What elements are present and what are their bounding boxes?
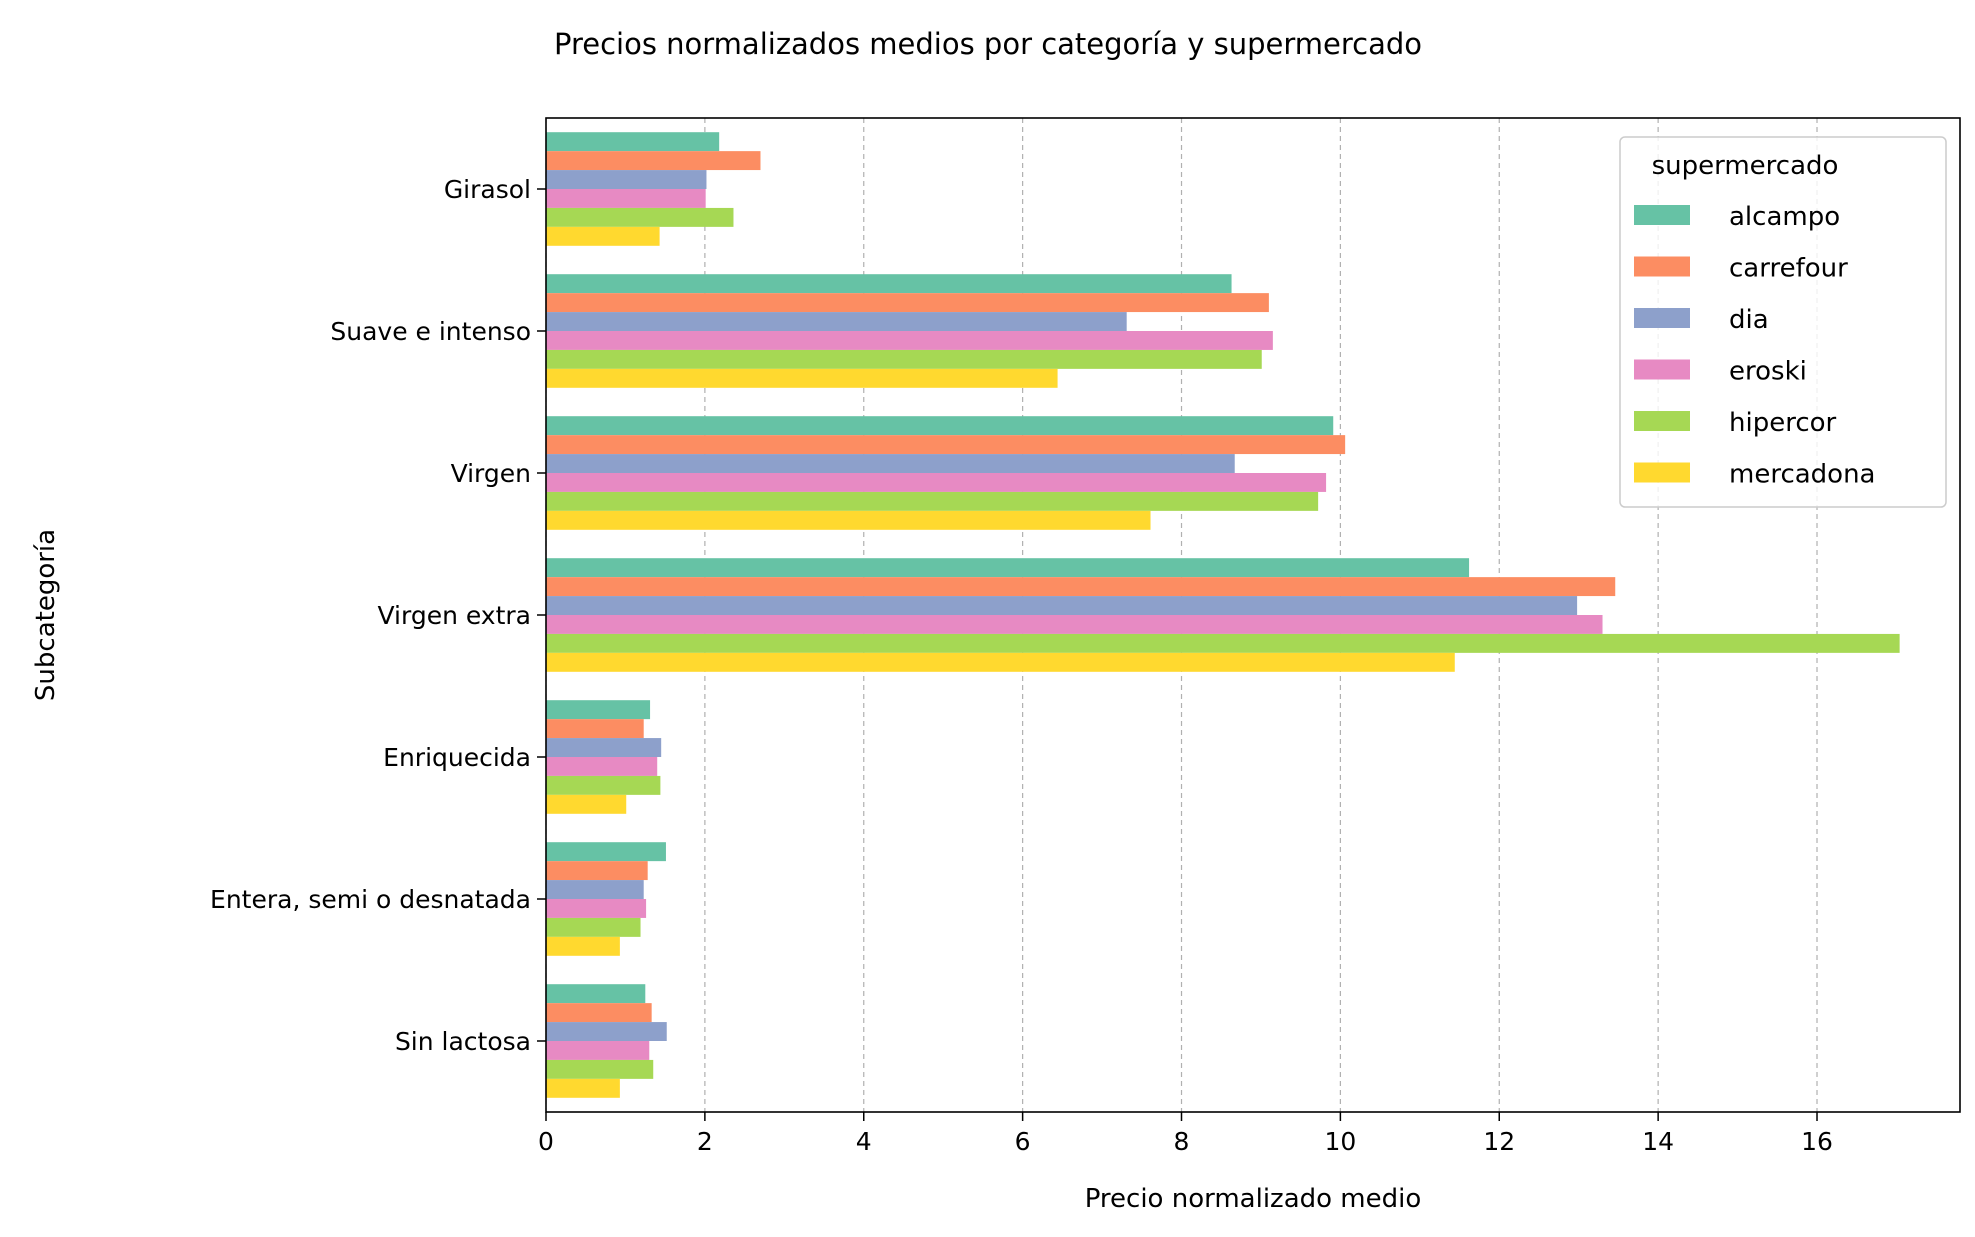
bar-alcampo-6: [546, 842, 666, 862]
legend-swatch-alcampo: [1634, 205, 1690, 225]
bar-carrefour-6: [546, 861, 648, 881]
bar-carrefour-5: [546, 719, 644, 739]
bar-mercadona-4: [546, 652, 1455, 672]
chart-title: Precios normalizados medios por categorí…: [554, 27, 1422, 61]
y-tick-label: Entera, semi o desnatada: [210, 885, 531, 914]
y-tick-label: Virgen extra: [377, 601, 531, 630]
bar-carrefour-3: [546, 435, 1346, 455]
bar-carrefour-7: [546, 1003, 652, 1023]
bar-hipercor-3: [546, 491, 1319, 511]
bar-mercadona-2: [546, 368, 1058, 388]
legend-label-eroski: eroski: [1729, 357, 1807, 387]
legend-items: alcampo carrefour dia eroski hipercor mercado…: [1634, 202, 1876, 490]
bar-alcampo-4: [546, 558, 1470, 578]
bar-alcampo-5: [546, 700, 651, 720]
bar-alcampo-7: [546, 984, 646, 1004]
bar-eroski-4: [546, 615, 1603, 634]
bar-hipercor-6: [546, 917, 641, 937]
x-tick-label: 2: [697, 1127, 713, 1156]
y-tick-label: Enriquecida: [383, 743, 531, 772]
y-tick-label: Girasol: [444, 175, 531, 204]
y-tick-label: Virgen: [451, 459, 531, 488]
x-tick-label: 4: [856, 1127, 872, 1156]
bar-dia-3: [546, 454, 1235, 473]
bar-mercadona-3: [546, 510, 1151, 530]
y-tick-label: Suave e intenso: [330, 317, 531, 346]
legend-label-dia: dia: [1729, 305, 1769, 335]
bar-eroski-2: [546, 331, 1273, 350]
legend-swatch-eroski: [1634, 359, 1690, 380]
legend-swatch-mercadona: [1634, 462, 1690, 483]
legend-label-carrefour: carrefour: [1729, 254, 1848, 284]
legend-label-alcampo: alcampo: [1729, 202, 1840, 232]
legend-label-mercadona: mercadona: [1729, 460, 1876, 490]
y-axis-label: Subcategoría: [31, 529, 61, 701]
bar-dia-5: [546, 738, 662, 757]
x-tick-label: 10: [1324, 1127, 1356, 1156]
x-axis-ticks: 0 2 4 6 8 10 12 14 16: [538, 1112, 1833, 1156]
bar-dia-1: [546, 170, 707, 189]
bars: [546, 132, 1900, 1098]
x-tick-label: 14: [1642, 1127, 1674, 1156]
bar-alcampo-3: [546, 416, 1334, 436]
bar-mercadona-7: [546, 1078, 620, 1098]
bar-eroski-3: [546, 473, 1327, 492]
x-tick-label: 16: [1801, 1127, 1833, 1156]
y-tick-label: Sin lactosa: [395, 1027, 531, 1056]
bar-alcampo-1: [546, 132, 720, 152]
bar-dia-2: [546, 312, 1127, 331]
legend-label-hipercor: hipercor: [1729, 408, 1837, 438]
legend-frame: [1619, 136, 1947, 508]
bar-hipercor-2: [546, 349, 1262, 369]
x-tick-label: 12: [1483, 1127, 1515, 1156]
bar-hipercor-5: [546, 775, 661, 795]
bar-hipercor-4: [546, 633, 1900, 653]
legend-swatch-carrefour: [1634, 256, 1690, 277]
x-axis-label: Precio normalizado medio: [1085, 1184, 1422, 1214]
x-tick-label: 8: [1174, 1127, 1190, 1156]
bar-carrefour-1: [546, 151, 761, 171]
legend-swatch-hipercor: [1634, 411, 1690, 431]
legend-title: supermercado: [1652, 151, 1839, 181]
bar-mercadona-1: [546, 226, 660, 246]
bar-eroski-6: [546, 899, 647, 918]
bar-carrefour-2: [546, 293, 1269, 313]
bar-dia-4: [546, 596, 1578, 615]
bar-alcampo-2: [546, 274, 1232, 294]
bar-hipercor-7: [546, 1059, 654, 1079]
bar-dia-7: [546, 1022, 667, 1041]
bar-carrefour-4: [546, 577, 1616, 597]
bar-eroski-7: [546, 1041, 650, 1060]
x-tick-label: 6: [1015, 1127, 1031, 1156]
bar-mercadona-6: [546, 936, 620, 956]
legend-swatch-dia: [1634, 308, 1690, 328]
bar-dia-6: [546, 880, 644, 899]
x-tick-label: 0: [538, 1127, 554, 1156]
bar-eroski-5: [546, 757, 658, 776]
y-axis-ticks: Girasol Suave e intenso Virgen Virgen extra…: [210, 175, 546, 1056]
bar-hipercor-1: [546, 207, 734, 227]
bar-eroski-1: [546, 189, 706, 208]
legend: supermercado alcampo carrefour dia eroski hi…: [1619, 136, 1947, 508]
bar-mercadona-5: [546, 794, 627, 814]
